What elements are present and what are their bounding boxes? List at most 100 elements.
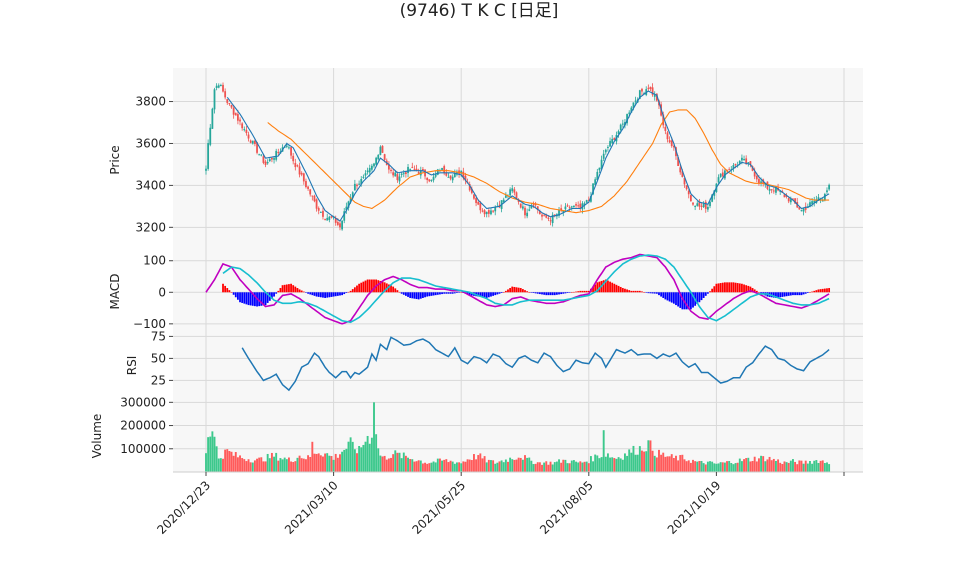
price-candle: [743, 158, 745, 160]
price-candle: [573, 205, 575, 208]
macd-line: [205, 253, 830, 325]
macd-histogram-bar: [288, 284, 290, 293]
price-candle: [741, 157, 743, 161]
macd-histogram-bar: [264, 292, 267, 306]
price-candle: [434, 173, 437, 177]
macd-histogram-bar: [796, 292, 799, 296]
price-candle: [734, 163, 737, 166]
price-candle: [728, 169, 731, 171]
price-candle: [462, 171, 465, 178]
price-candle: [241, 123, 244, 129]
volume-bar: [230, 451, 233, 472]
price-candle: [237, 114, 239, 121]
price-candle: [670, 140, 673, 147]
volume-bar: [802, 463, 805, 472]
macd-histogram-bar: [736, 283, 739, 293]
macd-histogram-bar: [819, 289, 822, 293]
volume-bar: [606, 453, 609, 472]
macd-histogram-bar: [658, 292, 660, 296]
rsi-ylabel: RSI: [125, 356, 139, 376]
macd-histogram-bar: [651, 292, 654, 294]
price-candle: [732, 165, 735, 169]
volume-bar: [789, 460, 792, 472]
price-candle: [602, 153, 605, 159]
volume-bar: [558, 459, 560, 472]
volume-bar: [615, 458, 618, 472]
volume-bar: [526, 457, 529, 472]
price-candle: [583, 203, 586, 206]
macd-histogram-bar: [609, 281, 611, 293]
price-candle: [530, 206, 533, 209]
price-candle: [390, 169, 392, 171]
macd-histogram-bar: [468, 292, 471, 296]
macd-histogram-bar: [400, 292, 403, 294]
price-candle: [711, 194, 714, 202]
volume-bar: [507, 461, 509, 472]
volume-bar: [619, 458, 622, 472]
macd-histogram-bar: [560, 292, 563, 295]
macd-histogram-bar: [509, 288, 512, 293]
volume-bar: [326, 453, 329, 472]
macd-histogram-bar: [298, 289, 301, 293]
volume-bar: [811, 463, 814, 472]
macd-histogram-bar: [447, 292, 450, 294]
price-candle: [207, 143, 210, 169]
price-candle: [343, 211, 346, 221]
macd-histogram-bar: [368, 279, 371, 293]
volume-bar: [785, 462, 788, 472]
macd-histogram-bar: [532, 292, 535, 293]
macd-histogram-bar: [349, 290, 352, 293]
volume-bar: [353, 449, 356, 472]
macd-histogram-bar: [449, 292, 452, 294]
volume-bar: [273, 456, 276, 472]
price-candle: [694, 205, 697, 207]
macd-histogram-bar: [681, 292, 684, 310]
price-candle: [677, 157, 680, 166]
macd-histogram-bar: [292, 285, 295, 293]
volume-bar: [660, 454, 663, 472]
price-candle: [719, 173, 722, 178]
volume-bar: [743, 459, 745, 472]
macd-histogram-bar: [558, 292, 560, 295]
volume-bar: [675, 455, 677, 472]
volume-bar: [385, 459, 388, 472]
volume-bar: [500, 460, 503, 472]
macd-histogram-bar: [664, 292, 667, 300]
macd-histogram-bar: [332, 292, 335, 297]
macd-histogram-bar: [547, 292, 550, 296]
volume-bar: [760, 455, 763, 472]
macd-histogram-bar: [700, 292, 703, 301]
macd-histogram-bar: [275, 292, 278, 294]
macd-histogram-bar: [585, 290, 588, 293]
volume-bar: [400, 458, 403, 472]
price-candle: [305, 181, 307, 188]
volume-bar: [398, 452, 401, 472]
macd-histogram-bar: [607, 280, 609, 293]
price-candle: [770, 189, 773, 191]
volume-bar: [228, 450, 231, 472]
price-candle: [271, 157, 273, 160]
price-candle: [651, 87, 654, 95]
macd-histogram-bar: [643, 292, 645, 293]
macd-histogram-bar: [383, 282, 386, 293]
price-candle: [621, 123, 624, 125]
macd-histogram-bar: [247, 292, 250, 306]
macd-histogram-bar: [783, 292, 786, 297]
volume-bar: [436, 458, 439, 472]
volume-ytick-label: 200000: [120, 419, 166, 433]
price-candle: [817, 197, 820, 201]
volume-bar: [823, 463, 826, 472]
macd-histogram-bar: [813, 290, 816, 293]
volume-bar: [396, 452, 399, 472]
volume-bar: [600, 457, 603, 472]
volume-bar: [794, 461, 797, 472]
price-candle: [551, 214, 554, 224]
price-candle: [696, 203, 699, 206]
price-candle: [441, 167, 443, 170]
volume-bar: [653, 455, 656, 472]
volume-bar: [232, 455, 235, 472]
volume-bar: [777, 459, 780, 472]
volume-bar: [430, 462, 433, 472]
macd-histogram-bar: [570, 292, 573, 293]
price-candle: [453, 173, 456, 178]
